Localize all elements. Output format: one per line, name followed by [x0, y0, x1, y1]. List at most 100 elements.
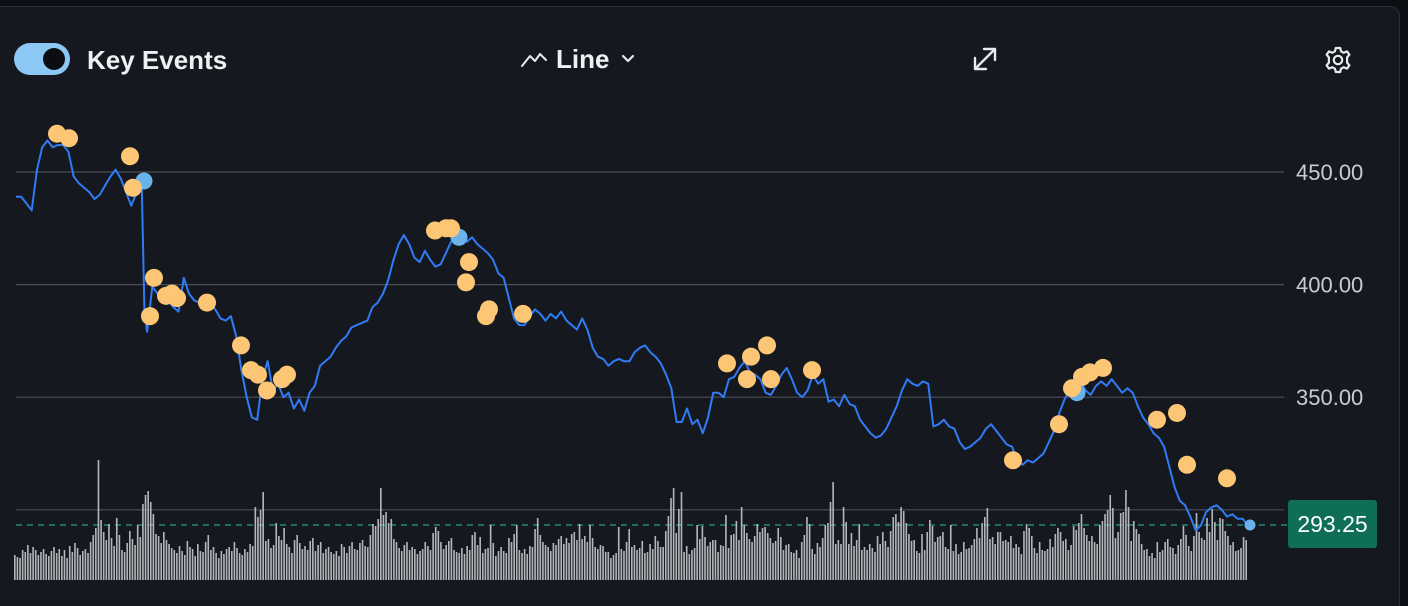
volume-bar	[27, 545, 29, 580]
volume-bar	[1169, 547, 1172, 580]
volume-bar	[787, 544, 790, 580]
volume-bar	[1031, 536, 1033, 580]
volume-bar	[931, 526, 934, 580]
volume-bar	[421, 549, 424, 580]
volume-bar	[340, 544, 343, 580]
volume-bar	[683, 552, 685, 580]
volume-bar	[863, 547, 866, 580]
volume-bar	[926, 532, 929, 580]
volume-bar	[113, 546, 115, 580]
volume-bar	[272, 545, 275, 580]
volume-bar	[447, 541, 450, 580]
key-event-marker	[145, 268, 163, 287]
volume-bar	[1200, 538, 1203, 580]
volume-bar	[1198, 532, 1200, 580]
volume-bar	[717, 552, 719, 580]
volume-bar	[356, 550, 359, 580]
volume-bar	[1242, 537, 1245, 580]
volume-bar	[1104, 514, 1106, 580]
volume-bar	[837, 540, 840, 580]
key-event-marker	[1004, 451, 1022, 470]
volume-bar	[76, 548, 79, 580]
volume-bar	[374, 526, 377, 580]
volume-bar	[594, 547, 597, 580]
y-tick-label: 400.00	[1296, 273, 1363, 298]
volume-bar	[87, 553, 89, 580]
volume-bar	[194, 556, 197, 580]
volume-bar	[191, 549, 194, 580]
volume-bar	[515, 525, 518, 580]
volume-bar	[1122, 512, 1125, 580]
volume-bar	[549, 551, 552, 580]
volume-bar	[1227, 536, 1229, 580]
volume-bar	[1033, 548, 1036, 580]
volume-bar	[1028, 528, 1031, 580]
key-events-label: Key Events	[87, 45, 228, 75]
volume-bar	[834, 544, 837, 580]
volume-bar	[241, 555, 244, 580]
volume-bar	[889, 531, 892, 580]
volume-bar	[929, 520, 931, 580]
volume-bar	[238, 553, 241, 580]
volume-bar	[740, 507, 743, 580]
volume-bar	[631, 547, 633, 580]
volume-bar	[364, 546, 366, 580]
key-events-toggle[interactable]	[14, 43, 70, 75]
volume-bar	[706, 546, 709, 580]
volume-bar	[1075, 530, 1078, 580]
volume-bar	[429, 550, 432, 580]
volume-bar	[97, 460, 100, 580]
volume-bar	[228, 547, 231, 580]
volume-bar	[479, 537, 481, 580]
key-event-marker	[738, 370, 756, 389]
expand-button[interactable]	[970, 44, 1000, 74]
volume-bar	[131, 539, 134, 580]
volume-bar	[382, 515, 385, 580]
volume-bar	[800, 542, 803, 580]
chart-type-dropdown[interactable]: Line	[520, 41, 639, 77]
volume-bar	[944, 547, 947, 580]
key-event-marker	[1094, 358, 1112, 377]
volume-bar	[327, 547, 330, 580]
key-event-marker	[457, 273, 475, 292]
volume-bar	[688, 554, 691, 580]
key-event-marker	[1168, 403, 1186, 422]
volume-bar	[782, 550, 785, 580]
volume-bar	[398, 548, 400, 580]
volume-bar	[1185, 535, 1187, 580]
volume-bar	[704, 537, 706, 580]
volume-bar	[672, 488, 675, 580]
volume-bar	[547, 547, 549, 580]
volume-bar	[1125, 490, 1127, 580]
volume-bar	[651, 549, 654, 580]
volume-bar	[803, 535, 806, 580]
volume-bar	[868, 544, 871, 580]
key-event-marker	[1148, 410, 1166, 429]
toggle-knob	[43, 48, 65, 70]
volume-bar	[136, 525, 139, 580]
volume-bar	[725, 515, 727, 580]
volume-bar	[897, 522, 900, 580]
volume-bar	[170, 548, 173, 580]
volume-bar	[453, 550, 455, 580]
volume-bar	[1146, 549, 1148, 580]
volume-bar	[463, 554, 466, 580]
volume-bar	[359, 543, 361, 580]
volume-bar	[814, 554, 816, 580]
volume-bar	[832, 482, 834, 580]
volume-bar	[1062, 541, 1064, 580]
settings-button[interactable]	[1322, 44, 1354, 76]
volume-bar	[780, 537, 782, 580]
volume-bar	[1174, 554, 1177, 580]
volume-bar	[560, 536, 563, 580]
volume-bar	[881, 532, 884, 580]
volume-bar	[338, 556, 340, 580]
volume-bar	[604, 552, 607, 580]
volume-bar	[1007, 542, 1010, 580]
line-chart-icon	[521, 53, 547, 67]
volume-bar	[824, 525, 827, 580]
volume-bar	[576, 540, 578, 580]
volume-bar	[126, 543, 129, 580]
volume-bar	[1143, 550, 1146, 580]
